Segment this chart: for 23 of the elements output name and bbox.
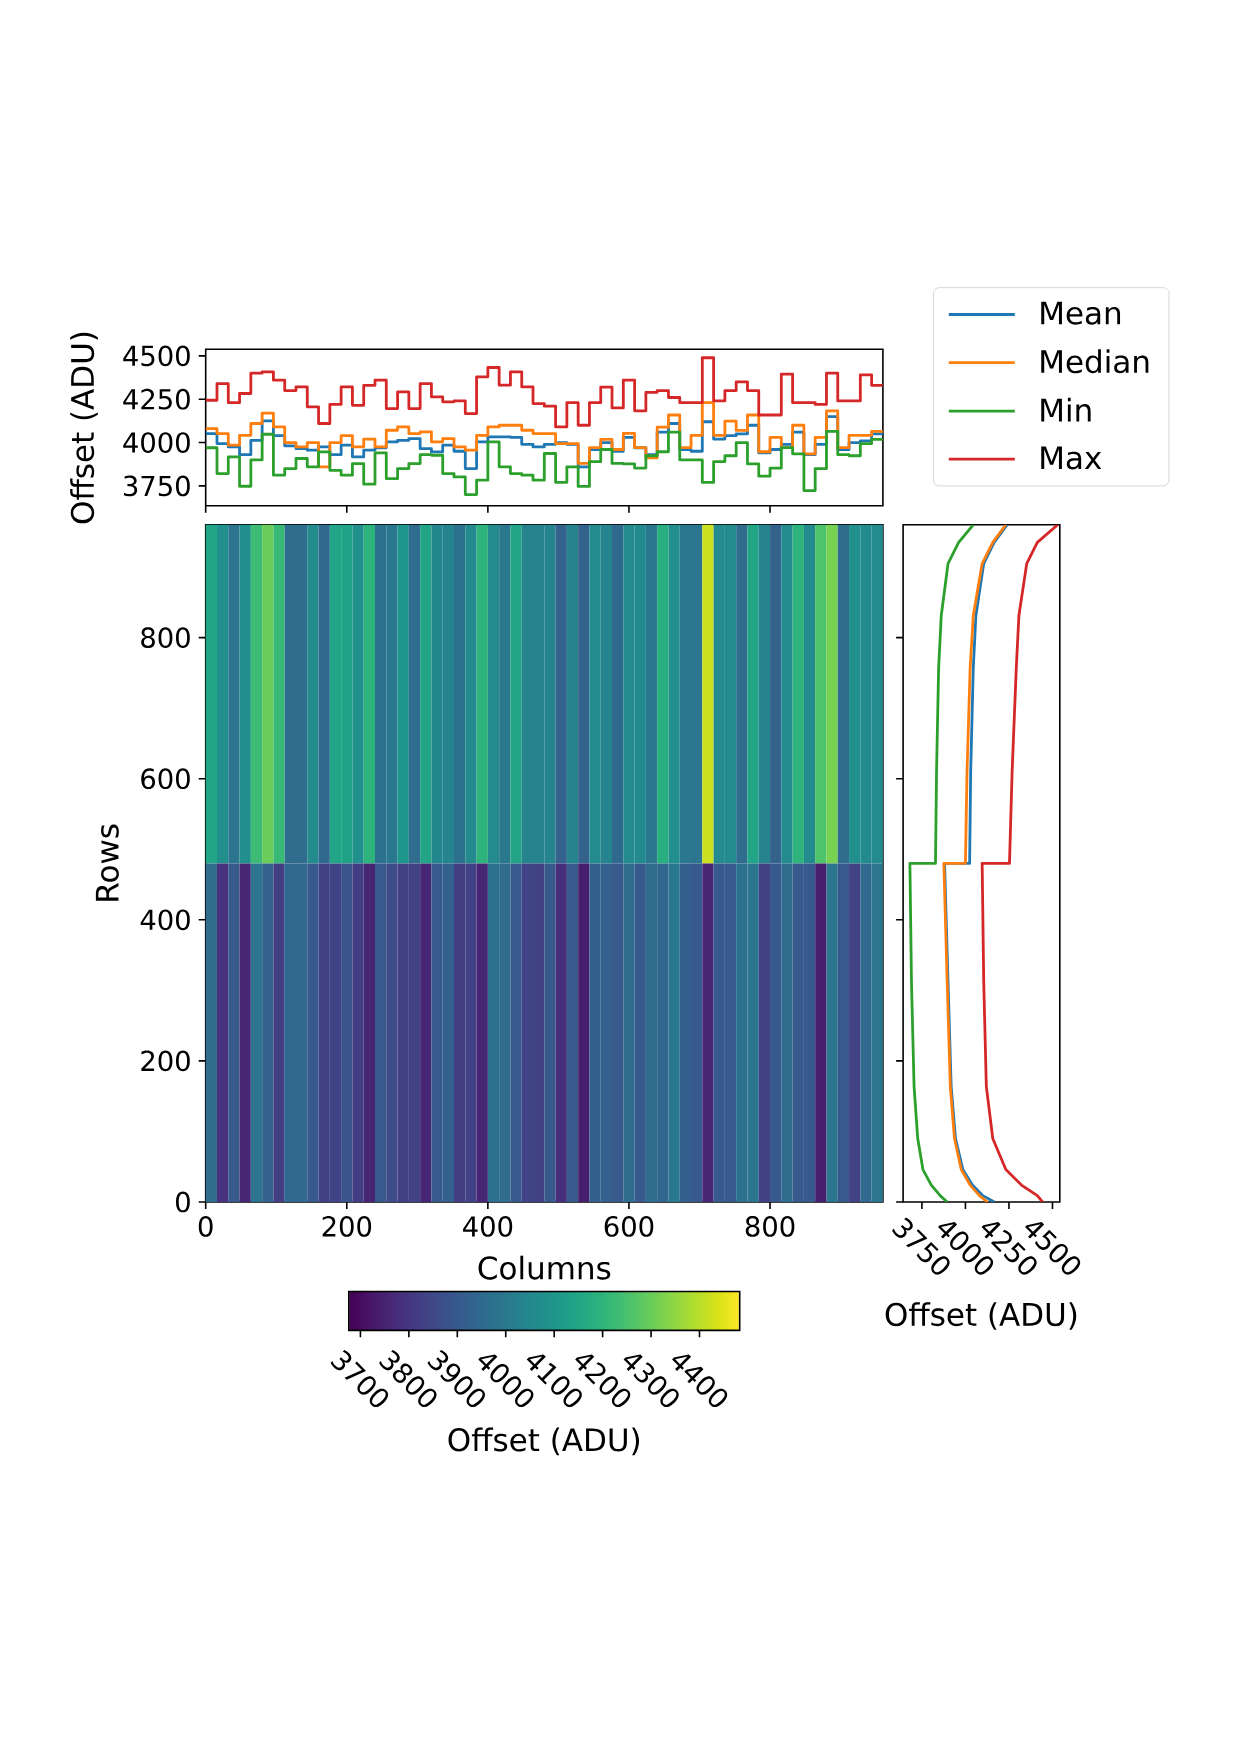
y-tick-label: 3750 — [124, 475, 190, 497]
legend-label: Min — [1041, 397, 1091, 422]
y-tick-label: 4000 — [123, 432, 190, 453]
y-tick-label: 4250 — [123, 388, 190, 410]
y-tick-label: 0 — [176, 1191, 190, 1213]
legend-label: Mean — [1041, 301, 1121, 325]
legend-label: Max — [1041, 446, 1102, 470]
x-tick-label: 0 — [198, 1216, 213, 1237]
color-bar-title: Offset (ADU) — [448, 1427, 640, 1456]
y-tick-label: 200 — [141, 1050, 190, 1072]
x-axis-title: Offset (ADU) — [885, 1302, 1077, 1330]
legend-label: Median — [1041, 349, 1149, 374]
y-tick-label: 600 — [141, 768, 190, 790]
x-axis-title: Columns — [478, 1255, 611, 1280]
y-tick-label: 4500 — [123, 345, 190, 367]
y-tick-label: 800 — [141, 627, 190, 648]
y-axis-title: Offset (ADU) — [70, 332, 98, 524]
x-tick-label: 200 — [322, 1216, 372, 1237]
y-axis-title: Rows — [95, 824, 119, 901]
y-tick-label: 400 — [140, 909, 190, 931]
x-tick-label: 400 — [463, 1216, 513, 1237]
x-tick-label: 600 — [604, 1216, 654, 1237]
x-tick-label: 800 — [745, 1216, 795, 1237]
